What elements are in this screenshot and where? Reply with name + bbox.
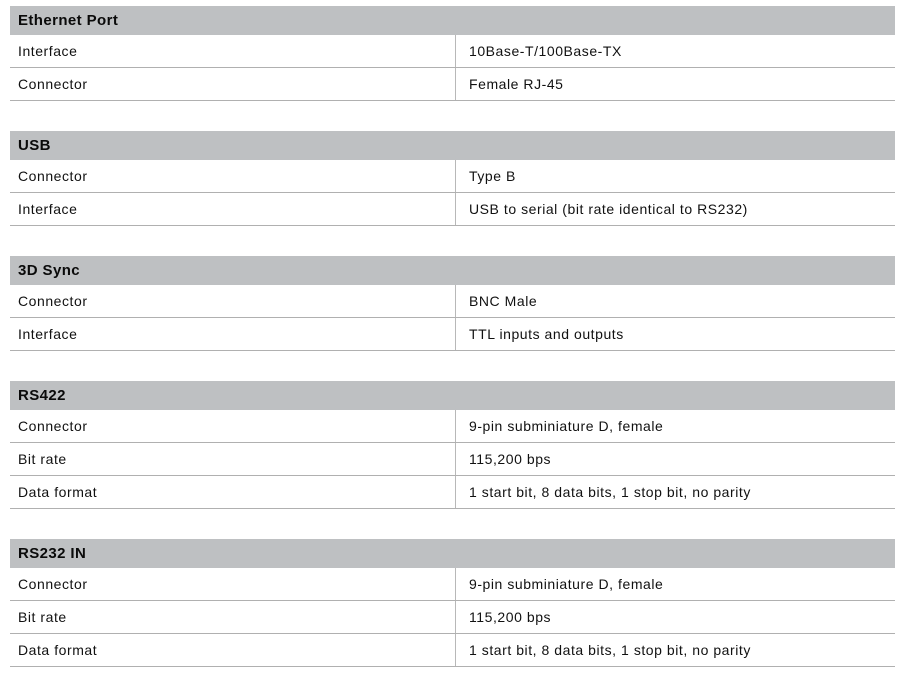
spec-section: RS232 IN Connector 9-pin subminiature D,… (10, 539, 895, 667)
section-title: USB (10, 131, 895, 160)
spec-section: 3D Sync Connector BNC Male Interface TTL… (10, 256, 895, 351)
table-row: Interface 10Base-T/100Base-TX (10, 35, 895, 68)
section-rows: Connector 9-pin subminiature D, female B… (10, 568, 895, 667)
row-value: 115,200 bps (455, 601, 895, 633)
section-title: Ethernet Port (10, 6, 895, 35)
table-row: Interface USB to serial (bit rate identi… (10, 193, 895, 226)
row-label: Interface (18, 326, 78, 342)
table-row: Bit rate 115,200 bps (10, 443, 895, 476)
row-value: BNC Male (455, 285, 895, 317)
table-row: Interface TTL inputs and outputs (10, 318, 895, 351)
row-label: Bit rate (18, 609, 67, 625)
section-rows: Connector 9-pin subminiature D, female B… (10, 410, 895, 509)
row-label: Connector (18, 76, 88, 92)
row-label: Data format (18, 642, 98, 658)
row-value: 10Base-T/100Base-TX (455, 35, 895, 67)
row-label: Connector (18, 168, 88, 184)
spec-section: USB Connector Type B Interface USB to se… (10, 131, 895, 226)
table-row: Data format 1 start bit, 8 data bits, 1 … (10, 634, 895, 667)
table-row: Connector Female RJ-45 (10, 68, 895, 101)
row-label: Connector (18, 293, 88, 309)
row-value: 115,200 bps (455, 443, 895, 475)
table-row: Connector BNC Male (10, 285, 895, 318)
row-value: 1 start bit, 8 data bits, 1 stop bit, no… (455, 476, 895, 508)
row-label: Data format (18, 484, 98, 500)
row-value: Female RJ-45 (455, 68, 895, 100)
table-row: Connector 9-pin subminiature D, female (10, 410, 895, 443)
row-value: 9-pin subminiature D, female (455, 568, 895, 600)
spec-section: RS422 Connector 9-pin subminiature D, fe… (10, 381, 895, 509)
row-value: 1 start bit, 8 data bits, 1 stop bit, no… (455, 634, 895, 666)
row-value: USB to serial (bit rate identical to RS2… (455, 193, 895, 225)
row-label: Interface (18, 43, 78, 59)
row-value: Type B (455, 160, 895, 192)
section-rows: Interface 10Base-T/100Base-TX Connector … (10, 35, 895, 101)
section-title: 3D Sync (10, 256, 895, 285)
table-row: Data format 1 start bit, 8 data bits, 1 … (10, 476, 895, 509)
table-row: Bit rate 115,200 bps (10, 601, 895, 634)
spec-section: Ethernet Port Interface 10Base-T/100Base… (10, 6, 895, 101)
row-value: 9-pin subminiature D, female (455, 410, 895, 442)
row-value: TTL inputs and outputs (455, 318, 895, 350)
row-label: Connector (18, 418, 88, 434)
row-label: Connector (18, 576, 88, 592)
table-row: Connector Type B (10, 160, 895, 193)
specification-tables: Ethernet Port Interface 10Base-T/100Base… (10, 6, 895, 682)
row-label: Bit rate (18, 451, 67, 467)
section-rows: Connector BNC Male Interface TTL inputs … (10, 285, 895, 351)
section-title: RS232 IN (10, 539, 895, 568)
table-row: Connector 9-pin subminiature D, female (10, 568, 895, 601)
row-label: Interface (18, 201, 78, 217)
section-rows: Connector Type B Interface USB to serial… (10, 160, 895, 226)
section-title: RS422 (10, 381, 895, 410)
